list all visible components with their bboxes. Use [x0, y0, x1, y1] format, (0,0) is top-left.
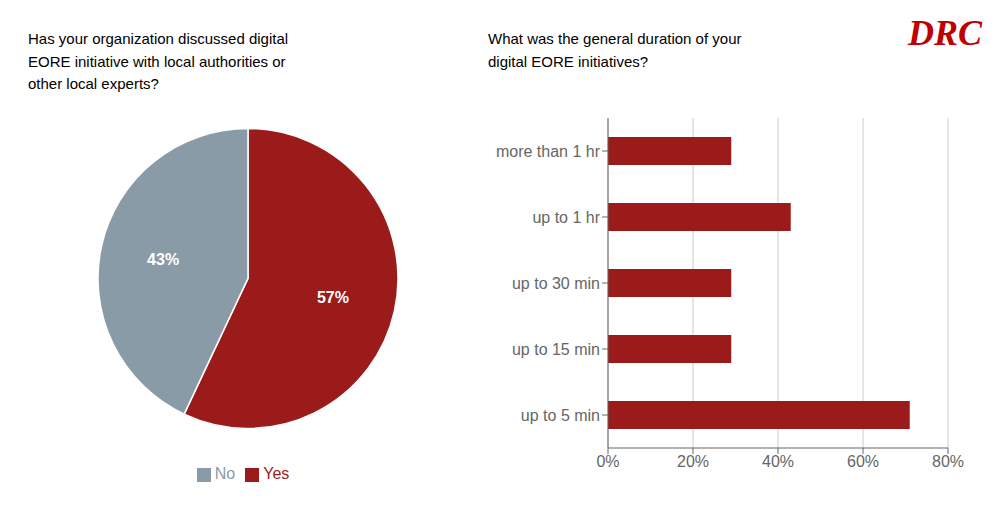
svg-text:more than 1 hr: more than 1 hr	[496, 143, 601, 160]
svg-text:up to 1 hr: up to 1 hr	[532, 209, 600, 226]
svg-text:up to 15 min: up to 15 min	[512, 341, 600, 358]
svg-text:60%: 60%	[847, 453, 879, 470]
svg-text:0%: 0%	[596, 453, 619, 470]
svg-text:57%: 57%	[317, 289, 349, 306]
svg-text:up to 5 min: up to 5 min	[521, 407, 600, 424]
html-text:Has your organization discusse: Has your organization discussed digital …	[28, 30, 289, 92]
svg-text:43%: 43%	[147, 251, 179, 268]
svg-text:up to 30 min: up to 30 min	[512, 275, 600, 292]
svg-text:40%: 40%	[762, 453, 794, 470]
html-text:What was the general duration: What was the general duration of your di…	[488, 30, 742, 70]
html-text:Yes: Yes	[263, 465, 290, 482]
svg-text:20%: 20%	[677, 453, 709, 470]
svg-text:80%: 80%	[932, 453, 964, 470]
html-text:DRC: DRC	[908, 13, 982, 53]
html-text:No: No	[214, 465, 236, 482]
